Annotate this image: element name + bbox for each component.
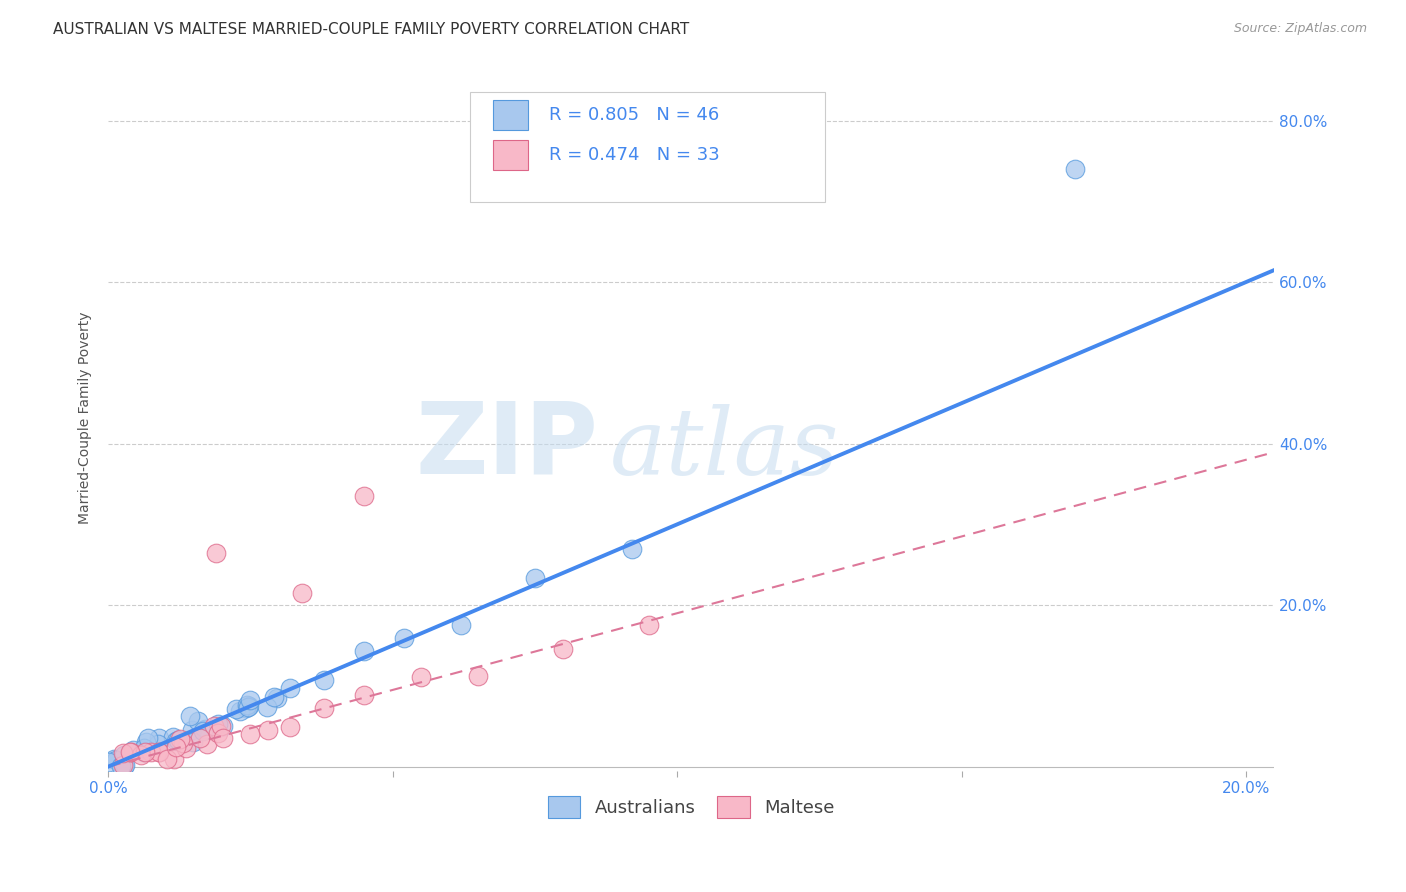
Point: [263, 690, 285, 705]
Point: [181, 734, 204, 748]
Point: [291, 586, 314, 600]
Point: [225, 702, 247, 716]
Point: [236, 700, 259, 714]
Point: [205, 546, 228, 560]
Point: [353, 688, 375, 702]
Point: [256, 700, 278, 714]
Point: [165, 734, 187, 748]
Point: [138, 731, 160, 745]
Point: [120, 746, 142, 760]
Point: [523, 571, 546, 585]
Point: [353, 644, 375, 658]
Point: [235, 700, 257, 714]
Point: [146, 738, 169, 752]
Point: [134, 745, 156, 759]
Point: [163, 752, 186, 766]
Point: [121, 743, 143, 757]
Point: [165, 740, 187, 755]
Point: [105, 753, 128, 767]
Point: [190, 731, 212, 745]
Point: [353, 489, 375, 503]
Point: [172, 736, 194, 750]
Point: [156, 752, 179, 766]
Point: [392, 632, 415, 646]
Point: [180, 723, 202, 737]
Text: AUSTRALIAN VS MALTESE MARRIED-COUPLE FAMILY POVERTY CORRELATION CHART: AUSTRALIAN VS MALTESE MARRIED-COUPLE FAM…: [53, 22, 690, 37]
Point: [238, 699, 260, 714]
Point: [191, 724, 214, 739]
Text: atlas: atlas: [610, 404, 839, 494]
Point: [103, 752, 125, 766]
Point: [131, 748, 153, 763]
Point: [162, 730, 184, 744]
Point: [278, 681, 301, 695]
Point: [266, 690, 288, 705]
Point: [411, 670, 433, 684]
Point: [112, 747, 135, 762]
Point: [637, 618, 659, 632]
Point: [209, 719, 232, 733]
FancyBboxPatch shape: [494, 100, 529, 129]
Point: [139, 745, 162, 759]
Point: [553, 642, 575, 657]
Point: [98, 755, 121, 769]
Point: [114, 759, 136, 773]
Point: [194, 723, 217, 737]
Point: [148, 745, 170, 759]
Point: [467, 669, 489, 683]
Legend: Australians, Maltese: Australians, Maltese: [541, 789, 842, 825]
Point: [148, 731, 170, 745]
Point: [120, 745, 142, 759]
Point: [620, 541, 643, 556]
Point: [112, 746, 135, 760]
Point: [167, 732, 190, 747]
Point: [314, 700, 336, 714]
Point: [134, 740, 156, 755]
Point: [238, 693, 260, 707]
Point: [111, 757, 134, 772]
Point: [228, 704, 250, 718]
Point: [236, 698, 259, 712]
Text: ZIP: ZIP: [415, 397, 598, 494]
Point: [114, 758, 136, 772]
FancyBboxPatch shape: [470, 93, 825, 202]
Text: Source: ZipAtlas.com: Source: ZipAtlas.com: [1233, 22, 1367, 36]
Point: [314, 673, 336, 687]
Point: [212, 731, 235, 746]
FancyBboxPatch shape: [494, 140, 529, 170]
Point: [134, 745, 156, 759]
Point: [239, 727, 262, 741]
Point: [278, 720, 301, 734]
Point: [207, 726, 229, 740]
Point: [202, 719, 225, 733]
Point: [187, 714, 209, 728]
Y-axis label: Married-Couple Family Poverty: Married-Couple Family Poverty: [79, 311, 93, 524]
Point: [212, 719, 235, 733]
Point: [450, 617, 472, 632]
Point: [174, 740, 197, 755]
Point: [110, 759, 132, 773]
Text: R = 0.805   N = 46: R = 0.805 N = 46: [548, 106, 720, 124]
Point: [1064, 162, 1087, 177]
Point: [148, 745, 170, 759]
Point: [179, 709, 201, 723]
Point: [135, 734, 157, 748]
Text: R = 0.474   N = 33: R = 0.474 N = 33: [548, 146, 720, 164]
Point: [169, 731, 191, 746]
Point: [256, 723, 278, 738]
Point: [207, 717, 229, 731]
Point: [195, 737, 218, 751]
